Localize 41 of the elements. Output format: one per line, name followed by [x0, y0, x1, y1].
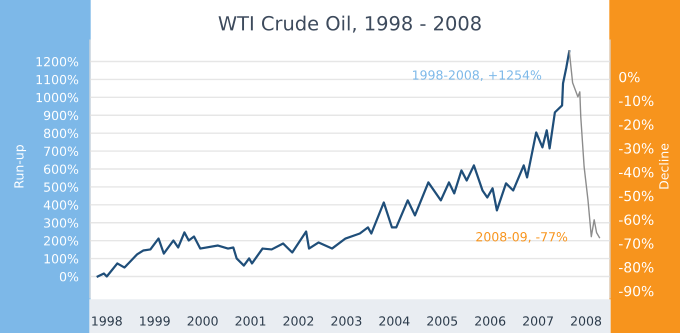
x-tick-label: 2004 [379, 316, 410, 326]
y-tick-label: 700% [44, 146, 78, 156]
y-tick-label: 1100% [36, 74, 78, 84]
y-tick-label: 800% [44, 128, 78, 138]
y2-tick-label: -50% [619, 190, 654, 202]
y-tick-label: 600% [44, 164, 78, 174]
x-tick-label: 2008 [571, 316, 602, 326]
x-tick-label: 2000 [188, 316, 218, 326]
y2-axis-title: Decline [658, 144, 669, 189]
x-tick-label: 2007 [523, 316, 553, 326]
y-tick-label: 400% [44, 200, 78, 210]
x-tick-label: 1999 [140, 316, 170, 326]
y2-tick-label: 0% [619, 72, 640, 82]
y-tick-label: 1000% [36, 92, 78, 102]
y-tick-label: 500% [44, 182, 78, 192]
y2-tick-label: -30% [619, 143, 654, 154]
annotation: 2008-09, -77% [476, 232, 568, 243]
x-tick-label: 2006 [475, 316, 506, 326]
chart-title: WTI Crude Oil, 1998 - 2008 [218, 16, 481, 33]
y-tick-label: 0% [60, 272, 78, 282]
y-tick-label: 300% [44, 218, 78, 228]
y-tick-label: 1200% [36, 56, 78, 66]
x-tick-label: 2002 [283, 316, 314, 326]
y-tick-label: 100% [44, 254, 78, 264]
line-series [568, 50, 600, 238]
y-tick-label: 200% [44, 236, 78, 246]
y2-tick-label: -10% [619, 96, 654, 106]
x-tick-label: 2003 [331, 316, 362, 326]
x-tick-label: 1998 [92, 316, 122, 326]
y2-tick-label: -80% [619, 262, 654, 273]
y-axis-title: Run-up [14, 145, 26, 188]
y-tick-label: 900% [44, 110, 78, 120]
y2-tick-label: -60% [619, 214, 654, 226]
x-tick-label: 2005 [427, 316, 458, 326]
y2-tick-label: -90% [619, 286, 654, 296]
y2-tick-label: -40% [619, 166, 654, 178]
y2-tick-label: -20% [619, 119, 654, 130]
x-tick-label: 2001 [236, 316, 266, 326]
annotation: 1998-2008, +1254% [413, 70, 542, 82]
line-series [96, 50, 570, 278]
y2-tick-label: -70% [619, 238, 654, 249]
